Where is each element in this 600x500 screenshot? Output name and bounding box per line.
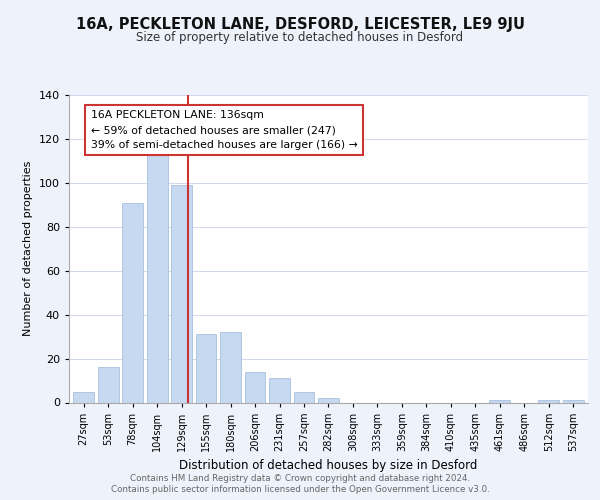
Bar <box>293 392 314 402</box>
Text: Contains HM Land Registry data © Crown copyright and database right 2024.: Contains HM Land Registry data © Crown c… <box>130 474 470 483</box>
Text: 16A PECKLETON LANE: 136sqm
← 59% of detached houses are smaller (247)
39% of sem: 16A PECKLETON LANE: 136sqm ← 59% of deta… <box>91 110 357 150</box>
Bar <box>318 398 339 402</box>
Bar <box>147 150 167 403</box>
Bar <box>269 378 290 402</box>
X-axis label: Distribution of detached houses by size in Desford: Distribution of detached houses by size … <box>179 460 478 472</box>
Bar <box>171 185 192 402</box>
Bar <box>538 400 559 402</box>
Text: 16A, PECKLETON LANE, DESFORD, LEICESTER, LE9 9JU: 16A, PECKLETON LANE, DESFORD, LEICESTER,… <box>76 18 524 32</box>
Bar <box>122 202 143 402</box>
Bar <box>490 400 510 402</box>
Bar <box>98 368 119 402</box>
Y-axis label: Number of detached properties: Number of detached properties <box>23 161 33 336</box>
Bar <box>245 372 265 402</box>
Text: Size of property relative to detached houses in Desford: Size of property relative to detached ho… <box>136 31 464 44</box>
Bar <box>196 334 217 402</box>
Bar <box>563 400 584 402</box>
Bar <box>73 392 94 402</box>
Bar <box>220 332 241 402</box>
Text: Contains public sector information licensed under the Open Government Licence v3: Contains public sector information licen… <box>110 485 490 494</box>
